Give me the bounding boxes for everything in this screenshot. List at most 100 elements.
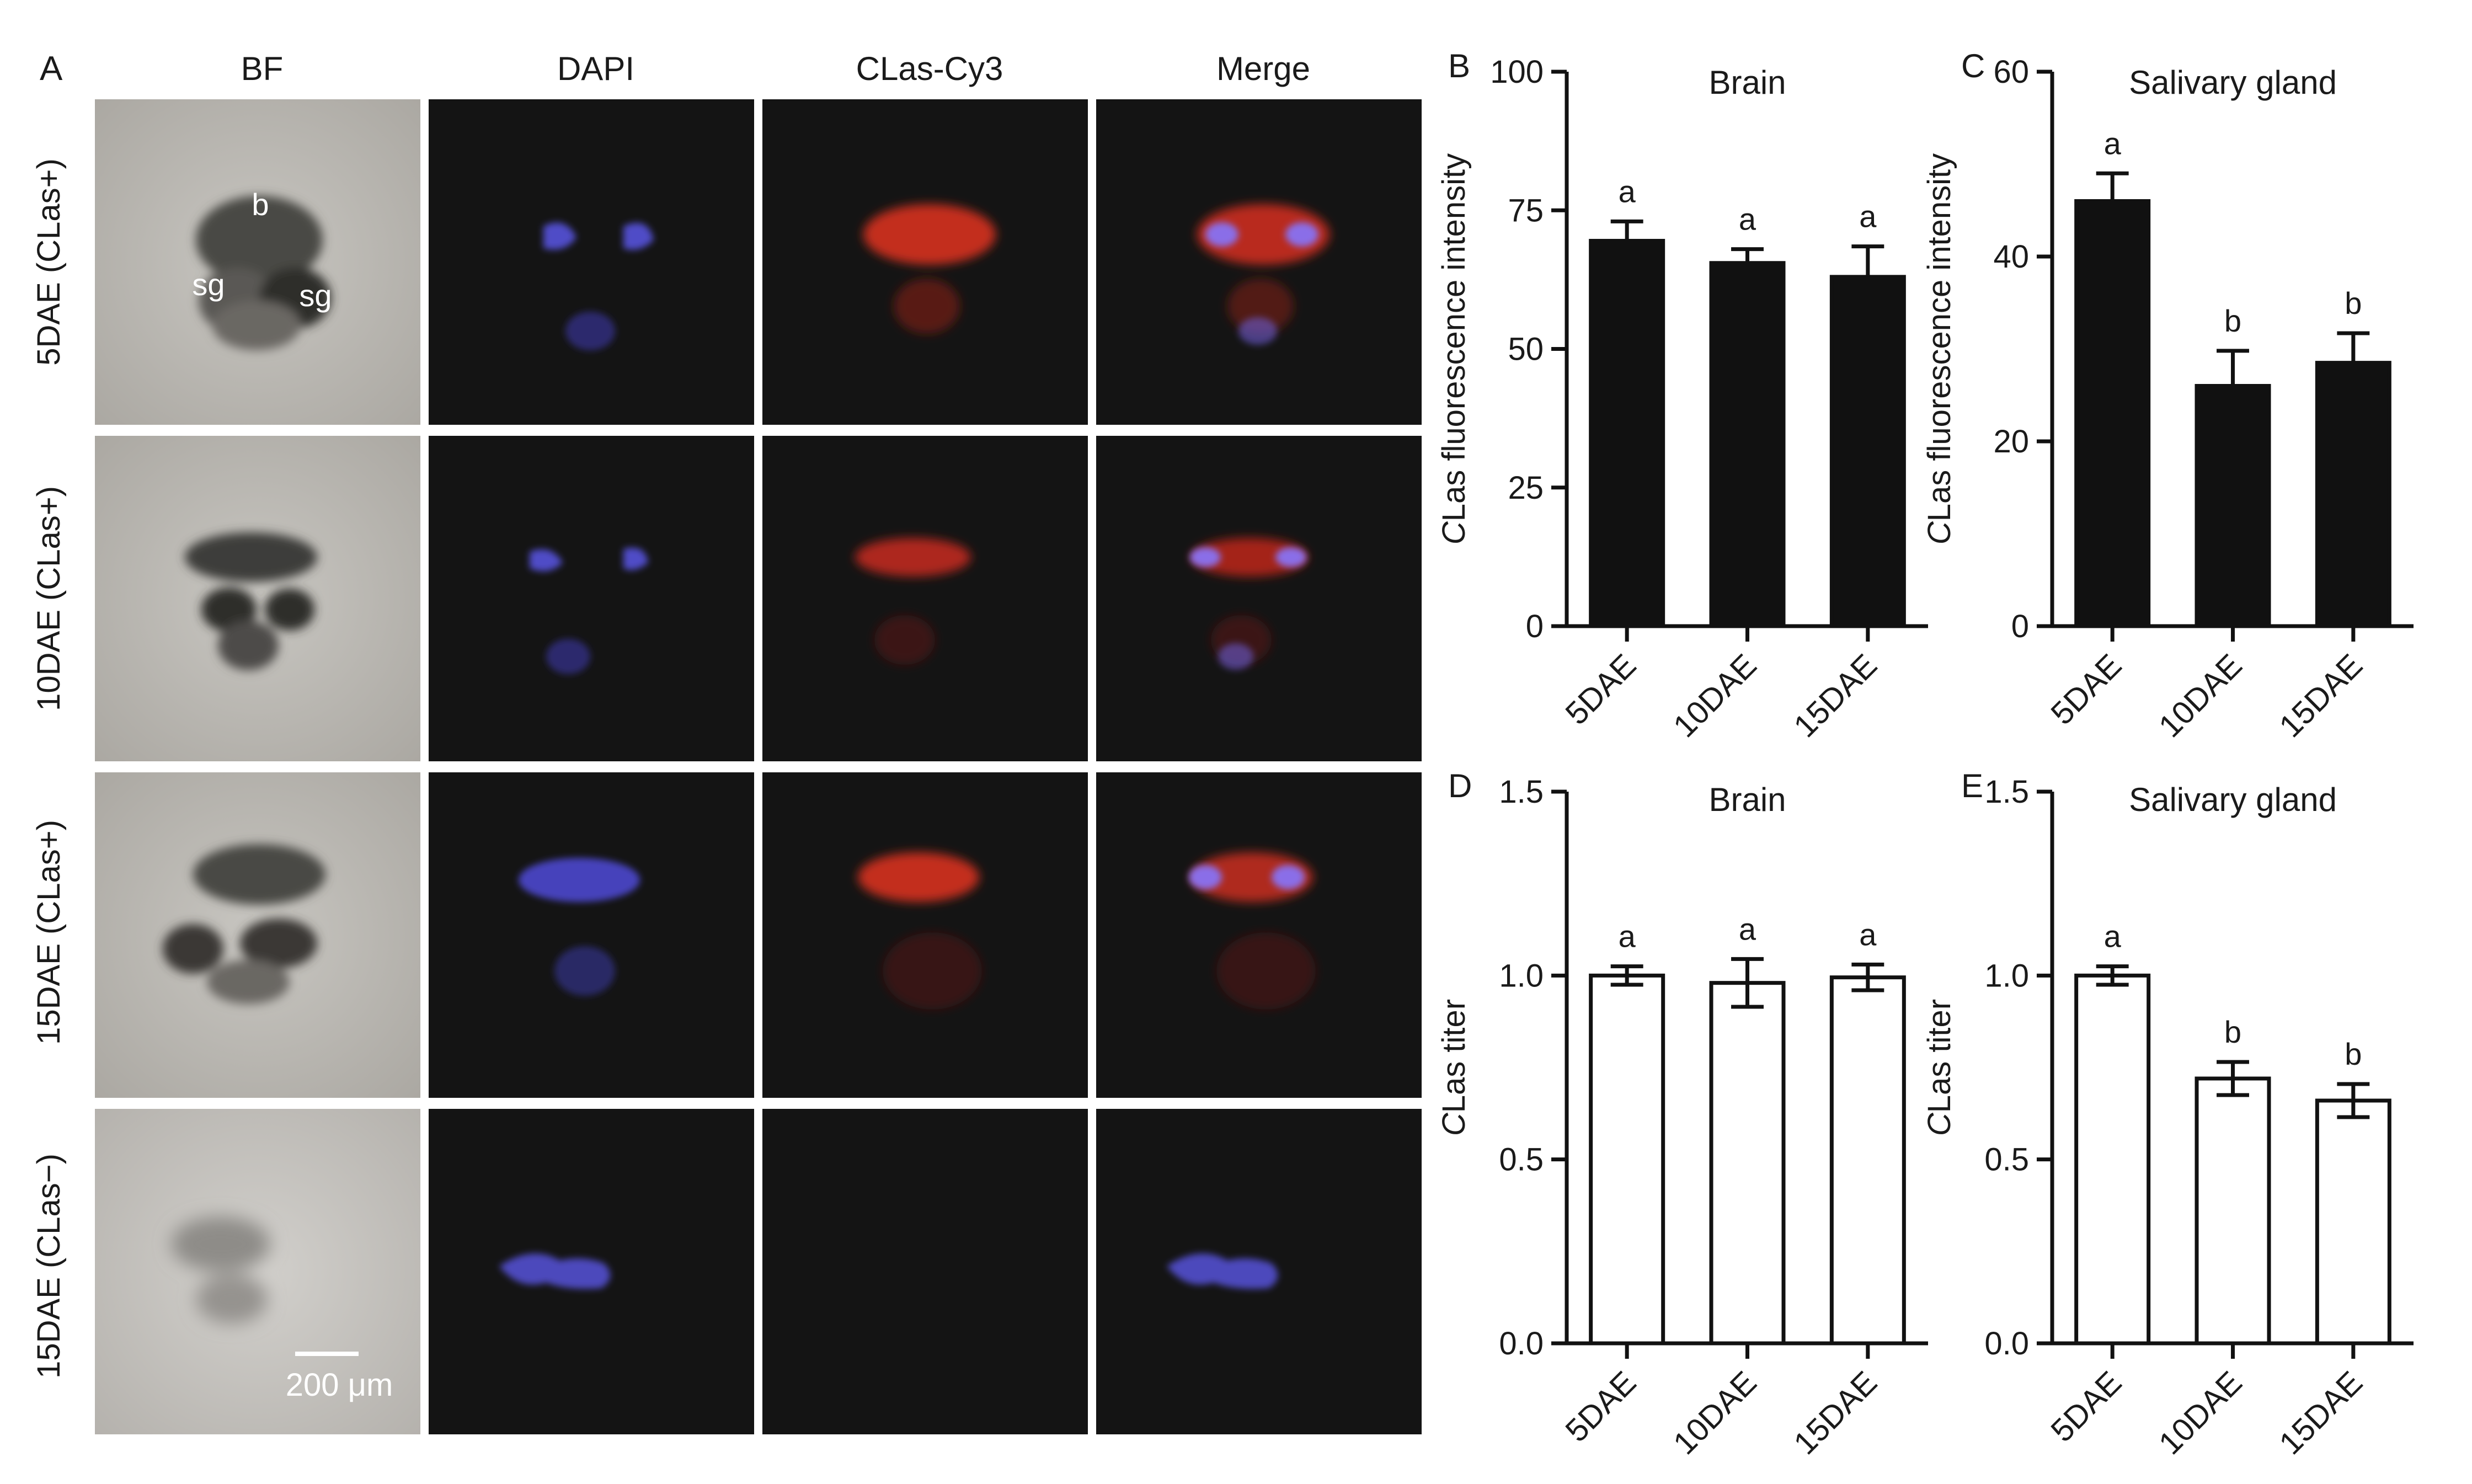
y-tick-label: 100 <box>1490 54 1544 90</box>
micrograph-dapi-15dae-neg <box>429 1109 754 1434</box>
x-tick-label-5dae: 5DAE <box>1558 647 1643 732</box>
panel-letter-c: C <box>1961 47 1985 84</box>
micrograph-bf-15dae-pos <box>95 772 420 1098</box>
column-label-merge: Merge <box>1216 50 1310 87</box>
row-label-5dae: 5DAE (CLas+) <box>31 158 67 366</box>
micrograph-merge-15dae-neg <box>1096 1109 1422 1434</box>
bar-5dae <box>1589 973 1665 1346</box>
bar-15dae <box>2315 361 2391 628</box>
bar-10dae <box>1709 261 1786 628</box>
x-tick-label-10dae: 10DAE <box>2152 1364 2249 1461</box>
x-tick-label-15dae: 15DAE <box>2272 647 2369 744</box>
micrograph-dapi-10dae <box>429 436 754 761</box>
row-label-15dae-neg: 15DAE (CLas−) <box>31 1154 67 1379</box>
column-label-dapi: DAPI <box>557 50 634 87</box>
micrograph-row-10dae <box>95 436 1422 761</box>
y-tick-label: 0.5 <box>1499 1142 1544 1178</box>
column-label-bf: BF <box>241 50 284 87</box>
annotation-sg-left: sg <box>192 267 225 302</box>
panel-letter-d: D <box>1448 767 1472 804</box>
x-tick-label-5dae: 5DAE <box>2044 647 2128 732</box>
row-label-10dae: 10DAE (CLas+) <box>31 486 67 711</box>
bar-15dae <box>1829 975 1906 1346</box>
column-label-cy3: CLas-Cy3 <box>856 50 1003 87</box>
y-tick-label: 1.0 <box>1499 958 1544 994</box>
micrograph-merge-15dae-pos <box>1096 772 1422 1098</box>
y-axis-label: CLas titer <box>1921 999 1957 1136</box>
y-tick-label: 25 <box>1508 470 1544 506</box>
chart-title: Brain <box>1708 781 1786 818</box>
bar-10dae <box>2195 384 2271 628</box>
significance-letter: a <box>1739 911 1756 946</box>
y-tick-label: 0.0 <box>1984 1326 2029 1362</box>
chart-b-brain-fluorescence: B Brain CLas fluorescence intensity 0 25 50 75… <box>1436 47 1928 744</box>
y-tick-label: 60 <box>1993 54 2029 90</box>
y-tick-label: 0.5 <box>1984 1142 2029 1178</box>
row-label-15dae-pos: 15DAE (CLas+) <box>31 820 67 1045</box>
annotation-sg-right: sg <box>299 278 332 313</box>
significance-letter: b <box>2224 1015 2241 1049</box>
significance-letter: a <box>1619 919 1636 954</box>
y-tick-label: 1.0 <box>1984 958 2029 994</box>
chart-e-salivary-titer: E Salivary gland CLas titer 0.0 0.5 1.0 1.5 a 5D… <box>1921 767 2414 1461</box>
significance-letter: b <box>2345 1037 2362 1071</box>
significance-letter: a <box>1739 202 1756 237</box>
y-tick-label: 20 <box>1993 424 2029 460</box>
scale-bar-label: 200 μm <box>286 1367 393 1403</box>
y-axis-label: CLas titer <box>1436 999 1472 1136</box>
x-tick-label-5dae: 5DAE <box>2044 1364 2128 1449</box>
micrograph-bf-10dae <box>95 436 420 761</box>
micrograph-cy3-5dae <box>762 99 1088 425</box>
significance-letter: a <box>1619 174 1636 209</box>
panel-letter-b: B <box>1448 47 1470 84</box>
micrograph-cy3-15dae-pos <box>762 772 1088 1098</box>
micrograph-cy3-10dae <box>762 436 1088 761</box>
y-tick-label: 0.0 <box>1499 1326 1544 1362</box>
micrograph-merge-5dae <box>1096 99 1422 425</box>
bar-5dae <box>2074 973 2151 1346</box>
chart-title: Salivary gland <box>2129 64 2337 101</box>
micrograph-row-5dae: b sg sg <box>95 99 1422 425</box>
chart-c-salivary-fluorescence: C Salivary gland CLas fluorescence intensi… <box>1921 47 2414 744</box>
micrograph-bf-5dae: b sg sg <box>95 99 420 425</box>
micrograph-dapi-5dae <box>429 99 754 425</box>
significance-letter: a <box>2104 919 2122 954</box>
y-tick-label: 0 <box>2011 608 2029 644</box>
y-tick-label: 40 <box>1993 239 2029 275</box>
x-tick-label-10dae: 10DAE <box>1667 1364 1764 1461</box>
chart-title: Salivary gland <box>2129 781 2337 818</box>
significance-letter: a <box>2104 126 2122 161</box>
y-tick-label: 75 <box>1508 193 1544 228</box>
significance-letter: a <box>1859 199 1877 234</box>
x-tick-label-5dae: 5DAE <box>1558 1364 1643 1449</box>
micrograph-cy3-15dae-neg <box>762 1109 1088 1434</box>
x-tick-label-15dae: 15DAE <box>1787 647 1884 744</box>
significance-letter: b <box>2345 286 2362 321</box>
y-axis-label: CLas fluorescence intensity <box>1436 153 1472 545</box>
y-tick-label: 1.5 <box>1499 774 1544 810</box>
y-tick-label: 1.5 <box>1984 774 2029 810</box>
y-tick-label: 0 <box>1526 608 1544 644</box>
y-axis-label: CLas fluorescence intensity <box>1921 153 1957 545</box>
chart-title: Brain <box>1708 64 1786 101</box>
significance-letter: b <box>2224 303 2241 338</box>
chart-d-brain-titer: D Brain CLas titer 0.0 0.5 1.0 1.5 a 5DAE a 10DAE a… <box>1436 767 1928 1461</box>
bar-10dae <box>1709 981 1786 1346</box>
x-tick-label-10dae: 10DAE <box>2152 647 2249 744</box>
bar-5dae <box>2074 199 2151 628</box>
micrograph-row-15dae-neg: 200 μm <box>95 1109 1422 1434</box>
micrograph-bf-15dae-neg: 200 μm <box>95 1109 420 1434</box>
annotation-brain: b <box>252 187 269 222</box>
panel-a-letter: A <box>40 50 63 88</box>
micrograph-dapi-15dae-pos <box>429 772 754 1098</box>
bar-15dae <box>2315 1098 2391 1346</box>
y-tick-label: 50 <box>1508 332 1544 367</box>
bar-10dae <box>2195 1076 2271 1346</box>
micrograph-row-15dae-pos <box>95 772 1422 1098</box>
x-tick-label-15dae: 15DAE <box>1787 1364 1884 1461</box>
significance-letter: a <box>1859 917 1877 952</box>
bar-15dae <box>1829 275 1906 628</box>
x-tick-label-10dae: 10DAE <box>1667 647 1764 744</box>
x-tick-label-15dae: 15DAE <box>2272 1364 2369 1461</box>
